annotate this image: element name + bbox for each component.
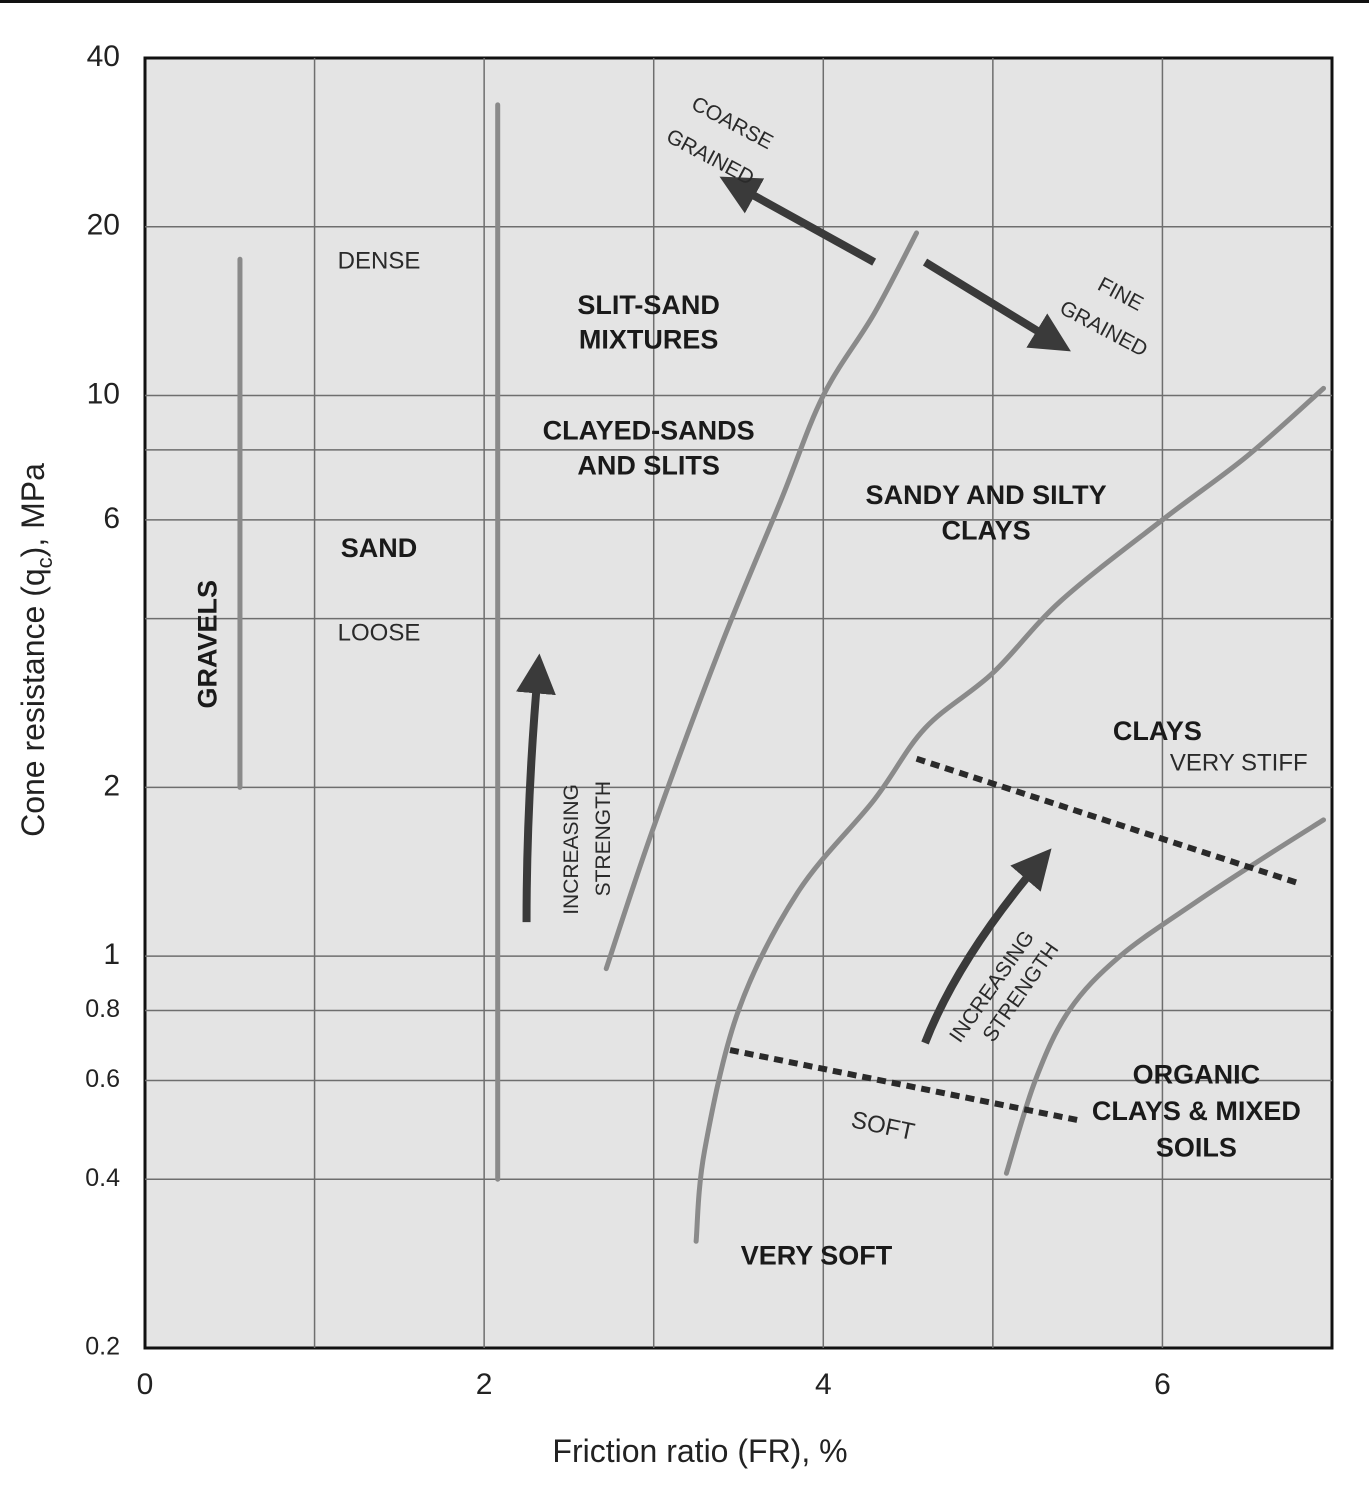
y-tick-label: 6: [103, 502, 120, 535]
zone-label-soils: SOILS: [1156, 1133, 1237, 1163]
top-rule: [0, 0, 1369, 3]
zone-label-very-stiff: VERY STIFF: [1170, 750, 1308, 777]
x-tick-label: 2: [476, 1368, 493, 1401]
plot-area: [143, 56, 1334, 1350]
zone-label-gravels: GRAVELS: [193, 580, 223, 709]
y-axis-ticks: 40 20 10 6 2 1 0.8 0.6 0.4 0.2: [85, 40, 120, 1361]
zone-label-clays: CLAYS: [1113, 716, 1202, 746]
arrows: [516, 176, 1071, 1045]
fine-grained-arrow: [922, 258, 1071, 352]
y-tick-label: 10: [87, 377, 120, 410]
zone-label-loose: LOOSE: [338, 620, 421, 647]
zone-label-and-slits: AND SLITS: [577, 450, 720, 480]
increasing-strength-arrow-right: [921, 848, 1052, 1045]
zone-label-increasing: INCREASING: [560, 784, 583, 915]
y-axis-title: Cone resistance (qc), MPa: [15, 463, 57, 837]
zone-label-slit-sand: SLIT-SAND: [577, 290, 720, 320]
soft-boundary: [729, 1047, 1079, 1124]
y-tick-label: 0.4: [85, 1164, 120, 1192]
very-stiff-boundary: [915, 755, 1300, 886]
y-tick-label: 0.8: [85, 995, 120, 1023]
y-tick-label: 0.2: [85, 1333, 120, 1361]
zone-label-sandy-and-silty: SANDY AND SILTY: [866, 480, 1107, 510]
zone-label-mixtures: MIXTURES: [579, 324, 719, 354]
increasing-strength-arrow-left: [516, 653, 556, 923]
coarse-grained-arrow: [719, 176, 877, 266]
silty-clay-boundary: [693, 385, 1327, 1244]
zone-label-organic: ORGANIC: [1133, 1060, 1261, 1090]
y-tick-label: 20: [87, 209, 120, 242]
x-axis-title: Friction ratio (FR), %: [552, 1433, 847, 1469]
zone-label-sand: SAND: [341, 533, 418, 563]
y-tick-label: 40: [87, 40, 120, 73]
zone-label-clays: CLAYS: [942, 516, 1031, 546]
coarse-fine-boundary: [603, 230, 920, 972]
zone-label-dense: DENSE: [338, 247, 421, 274]
x-axis-ticks: 0 2 4 6: [137, 1368, 1171, 1401]
y-tick-label: 1: [103, 938, 120, 971]
y-tick-label: 2: [103, 769, 120, 802]
zone-label-clayed-sands: CLAYED-SANDS: [543, 415, 755, 445]
organic-clay-boundary: [1003, 817, 1327, 1176]
boundary-curves: [237, 102, 1327, 1244]
zone-label-very-soft: VERY SOFT: [741, 1241, 893, 1271]
zone-label-strength: STRENGTH: [592, 781, 615, 897]
x-tick-label: 6: [1154, 1368, 1171, 1401]
x-tick-label: 4: [815, 1368, 832, 1401]
y-tick-label: 0.6: [85, 1065, 120, 1093]
x-tick-label: 0: [137, 1368, 154, 1401]
zone-label-clays-mixed: CLAYS & MIXED: [1092, 1096, 1301, 1126]
